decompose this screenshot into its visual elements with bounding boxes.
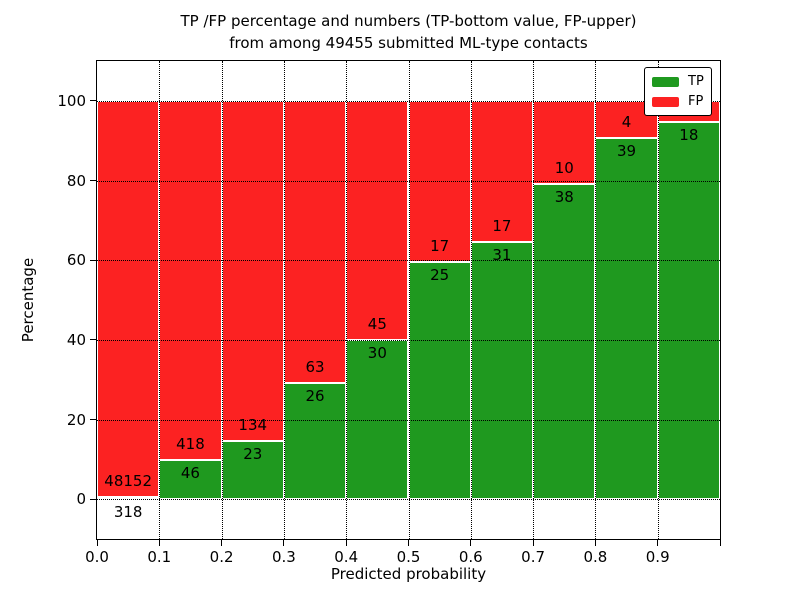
fp-bar-segment: [221, 100, 284, 441]
tp-bar-segment: [283, 382, 347, 500]
y-tick-label: 100: [57, 91, 86, 110]
horizontal-gridline: [97, 180, 720, 182]
tp-count-label: 46: [180, 463, 200, 482]
tp-count-label: 39: [617, 141, 637, 160]
chart-title-line1: TP /FP percentage and numbers (TP-bottom…: [180, 12, 637, 30]
vertical-gridline: [346, 61, 348, 539]
fp-count-label: 63: [305, 357, 325, 376]
x-tick-label: 0.4: [334, 548, 359, 566]
x-tick-mark: [532, 539, 534, 546]
horizontal-gridline: [97, 260, 720, 262]
tp-count-label: 30: [367, 343, 387, 362]
y-tick-label: 0: [76, 490, 86, 509]
fp-count-label: 10: [554, 158, 574, 177]
vertical-gridline: [470, 61, 472, 539]
tp-bar-segment: [595, 137, 658, 500]
fp-count-label: 418: [176, 434, 205, 453]
fp-legend-swatch-icon: [652, 96, 679, 107]
x-tick-mark: [657, 539, 659, 546]
tp-count-label: 26: [305, 386, 325, 405]
vertical-gridline: [221, 61, 223, 539]
fp-bar-segment: [97, 100, 160, 497]
x-tick-label: 0.3: [271, 548, 296, 566]
x-tick-label: 0.5: [396, 548, 421, 566]
vertical-gridline: [595, 61, 597, 539]
tp-count-label: 38: [554, 187, 574, 206]
tp-bar-segment: [346, 339, 409, 500]
y-tick-label: 20: [66, 410, 86, 429]
tp-bar-segment: [408, 262, 471, 500]
fp-count-label: 17: [430, 237, 450, 256]
tp-count-label: 318: [113, 503, 143, 522]
y-tick-label: 40: [66, 330, 86, 349]
tp-bar-segment: [470, 241, 534, 500]
fp-count-label: 48152: [104, 471, 152, 490]
x-tick-label: 0.7: [521, 548, 546, 566]
tp-count-label: 25: [430, 266, 450, 285]
x-tick-mark: [283, 539, 285, 546]
x-tick-mark: [345, 539, 347, 546]
y-tick-mark: [90, 498, 97, 500]
y-tick-mark: [90, 339, 97, 341]
horizontal-gridline: [97, 499, 720, 501]
x-tick-mark: [408, 539, 409, 546]
vertical-gridline: [533, 61, 535, 539]
tp-count-label: 18: [679, 125, 699, 144]
x-tick-mark: [96, 539, 98, 546]
legend-item-fp: FP: [652, 93, 703, 110]
plot-area: 48152 318 418 46 134 23 63 26 45 30 17 25 17 31 10 38 4 3…: [96, 60, 721, 540]
legend: TP FP: [644, 67, 712, 116]
y-tick-mark: [90, 100, 97, 102]
x-tick-mark: [719, 539, 721, 546]
x-tick-label: 0.0: [85, 548, 109, 566]
chart-title: TP /FP percentage and numbers (TP-bottom…: [96, 10, 721, 54]
fp-count-label: 45: [367, 314, 387, 333]
tp-count-label: 31: [492, 245, 512, 264]
x-tick-label: 0.8: [583, 548, 608, 566]
horizontal-gridline: [97, 339, 720, 341]
tp-bar-segment: [533, 183, 596, 500]
bars-layer: [97, 61, 720, 539]
bar-labels-layer: 48152 318 418 46 134 23 63 26 45 30 17 25 17 31 10 38 4 3…: [97, 61, 720, 539]
horizontal-gridline: [97, 419, 720, 421]
x-tick-mark: [221, 539, 223, 546]
fp-count-label: 4: [621, 112, 632, 131]
x-tick-label: 0.9: [645, 548, 670, 566]
fp-count-label: 17: [492, 216, 512, 235]
chart-title-line2: from among 49455 submitted ML-type conta…: [229, 34, 588, 52]
tp-bar-segment: [97, 496, 160, 500]
y-tick-mark: [90, 259, 97, 261]
y-tick-label: 80: [66, 171, 86, 190]
vertical-gridline: [159, 61, 161, 539]
grid-layer: [97, 61, 720, 539]
x-tick-label: 0.2: [209, 548, 234, 566]
x-tick-mark: [158, 539, 160, 546]
y-tick-label: 60: [66, 251, 86, 270]
x-tick-label: 0.6: [458, 548, 483, 566]
y-tick-mark: [90, 419, 97, 420]
vertical-gridline: [657, 61, 659, 539]
fp-bar-segment: [346, 100, 409, 340]
legend-item-tp: TP: [652, 73, 704, 90]
horizontal-gridline: [97, 100, 720, 102]
x-axis-label: Predicted probability: [330, 565, 487, 583]
tp-count-label: 23: [243, 444, 263, 463]
fp-legend-label: FP: [688, 94, 704, 109]
fp-count-label: 134: [238, 415, 268, 434]
tp-legend-label: TP: [688, 74, 704, 89]
tp-legend-swatch-icon: [652, 76, 679, 87]
x-tick-label: 0.1: [147, 548, 172, 566]
tp-bar-segment: [159, 459, 222, 500]
tp-bar-segment: [657, 121, 720, 500]
vertical-gridline: [283, 61, 285, 539]
vertical-gridline: [408, 61, 410, 539]
x-tick-mark: [594, 539, 596, 546]
x-tick-mark: [470, 539, 472, 546]
fp-bar-segment: [533, 100, 596, 184]
fp-bar-segment: [283, 100, 347, 383]
y-tick-mark: [90, 180, 97, 181]
